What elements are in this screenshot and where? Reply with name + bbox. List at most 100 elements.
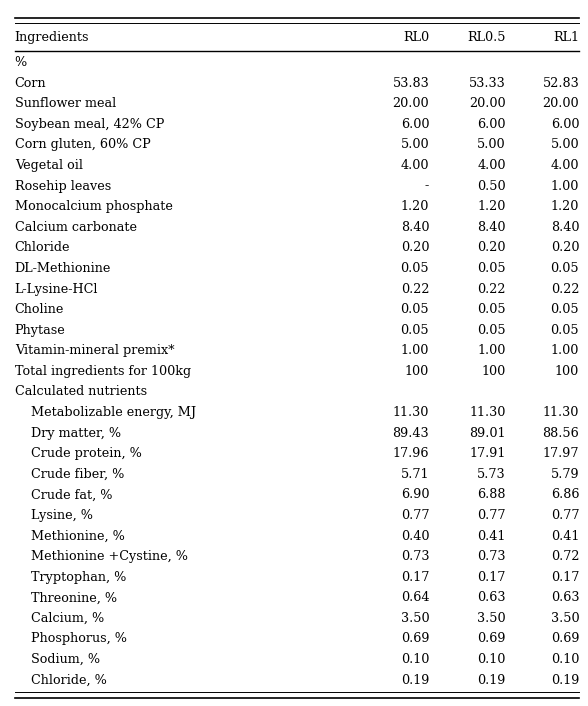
Text: 0.41: 0.41	[477, 530, 506, 542]
Text: 8.40: 8.40	[477, 221, 506, 234]
Text: Soybean meal, 42% CP: Soybean meal, 42% CP	[15, 118, 164, 131]
Text: Vegetal oil: Vegetal oil	[15, 159, 83, 172]
Text: 89.01: 89.01	[469, 426, 506, 440]
Text: 0.50: 0.50	[477, 179, 506, 193]
Text: 0.05: 0.05	[550, 303, 579, 316]
Text: 0.05: 0.05	[477, 262, 506, 275]
Text: 88.56: 88.56	[542, 426, 579, 440]
Text: 0.72: 0.72	[551, 550, 579, 563]
Text: 0.63: 0.63	[551, 592, 579, 604]
Text: 0.05: 0.05	[477, 303, 506, 316]
Text: 0.10: 0.10	[477, 653, 506, 666]
Text: 0.05: 0.05	[550, 323, 579, 337]
Text: Corn: Corn	[15, 77, 46, 90]
Text: Methionine +Cystine, %: Methionine +Cystine, %	[15, 550, 188, 563]
Text: 11.30: 11.30	[543, 406, 579, 419]
Text: 5.71: 5.71	[401, 468, 429, 481]
Text: 8.40: 8.40	[401, 221, 429, 234]
Text: -: -	[425, 179, 429, 193]
Text: Vitamin-mineral premix*: Vitamin-mineral premix*	[15, 345, 174, 357]
Text: 3.50: 3.50	[477, 612, 506, 625]
Text: Sunflower meal: Sunflower meal	[15, 97, 116, 110]
Text: 0.20: 0.20	[551, 241, 579, 254]
Text: 100: 100	[405, 365, 429, 378]
Text: RL0: RL0	[403, 30, 429, 44]
Text: 1.00: 1.00	[551, 345, 579, 357]
Text: 0.69: 0.69	[401, 633, 429, 645]
Text: Monocalcium phosphate: Monocalcium phosphate	[15, 201, 172, 213]
Text: 17.96: 17.96	[393, 447, 429, 460]
Text: 0.77: 0.77	[401, 509, 429, 522]
Text: Calculated nutrients: Calculated nutrients	[15, 385, 147, 398]
Text: 89.43: 89.43	[393, 426, 429, 440]
Text: 6.00: 6.00	[477, 118, 506, 131]
Text: 1.20: 1.20	[401, 201, 429, 213]
Text: 0.41: 0.41	[551, 530, 579, 542]
Text: 0.20: 0.20	[477, 241, 506, 254]
Text: 0.69: 0.69	[551, 633, 579, 645]
Text: 0.22: 0.22	[401, 282, 429, 296]
Text: RL0.5: RL0.5	[467, 30, 506, 44]
Text: 0.73: 0.73	[401, 550, 429, 563]
Text: Calcium, %: Calcium, %	[15, 612, 104, 625]
Text: Tryptophan, %: Tryptophan, %	[15, 570, 126, 584]
Text: 17.97: 17.97	[543, 447, 579, 460]
Text: RL1: RL1	[553, 30, 579, 44]
Text: 8.40: 8.40	[551, 221, 579, 234]
Text: 0.19: 0.19	[401, 674, 429, 687]
Text: Calcium carbonate: Calcium carbonate	[15, 221, 136, 234]
Text: 20.00: 20.00	[393, 97, 429, 110]
Text: Crude protein, %: Crude protein, %	[15, 447, 142, 460]
Text: 4.00: 4.00	[477, 159, 506, 172]
Text: 5.00: 5.00	[477, 138, 506, 151]
Text: 6.90: 6.90	[401, 489, 429, 501]
Text: 11.30: 11.30	[469, 406, 506, 419]
Text: 52.83: 52.83	[542, 77, 579, 90]
Text: 53.33: 53.33	[469, 77, 506, 90]
Text: 3.50: 3.50	[550, 612, 579, 625]
Text: 3.50: 3.50	[400, 612, 429, 625]
Text: 0.77: 0.77	[477, 509, 506, 522]
Text: 0.05: 0.05	[477, 323, 506, 337]
Text: 0.69: 0.69	[477, 633, 506, 645]
Text: L-Lysine-HCl: L-Lysine-HCl	[15, 282, 98, 296]
Text: 0.17: 0.17	[401, 570, 429, 584]
Text: Threonine, %: Threonine, %	[15, 592, 117, 604]
Text: 5.00: 5.00	[400, 138, 429, 151]
Text: 0.05: 0.05	[400, 262, 429, 275]
Text: 0.05: 0.05	[400, 323, 429, 337]
Text: Chloride: Chloride	[15, 241, 70, 254]
Text: Rosehip leaves: Rosehip leaves	[15, 179, 111, 193]
Text: Phosphorus, %: Phosphorus, %	[15, 633, 126, 645]
Text: 0.22: 0.22	[477, 282, 506, 296]
Text: DL-Methionine: DL-Methionine	[15, 262, 111, 275]
Text: 6.00: 6.00	[401, 118, 429, 131]
Text: 0.17: 0.17	[551, 570, 579, 584]
Text: 53.83: 53.83	[393, 77, 429, 90]
Text: 100: 100	[482, 365, 506, 378]
Text: 0.05: 0.05	[550, 262, 579, 275]
Text: 0.19: 0.19	[551, 674, 579, 687]
Text: 17.91: 17.91	[469, 447, 506, 460]
Text: 0.73: 0.73	[477, 550, 506, 563]
Text: Sodium, %: Sodium, %	[15, 653, 100, 666]
Text: 0.22: 0.22	[551, 282, 579, 296]
Text: Choline: Choline	[15, 303, 64, 316]
Text: 0.05: 0.05	[400, 303, 429, 316]
Text: 0.10: 0.10	[401, 653, 429, 666]
Text: Total ingredients for 100kg: Total ingredients for 100kg	[15, 365, 191, 378]
Text: 0.77: 0.77	[551, 509, 579, 522]
Text: Metabolizable energy, MJ: Metabolizable energy, MJ	[15, 406, 196, 419]
Text: 0.10: 0.10	[551, 653, 579, 666]
Text: 1.00: 1.00	[401, 345, 429, 357]
Text: Corn gluten, 60% CP: Corn gluten, 60% CP	[15, 138, 151, 151]
Text: 5.73: 5.73	[477, 468, 506, 481]
Text: 0.40: 0.40	[401, 530, 429, 542]
Text: 0.63: 0.63	[477, 592, 506, 604]
Text: Chloride, %: Chloride, %	[15, 674, 106, 687]
Text: Dry matter, %: Dry matter, %	[15, 426, 121, 440]
Text: Phytase: Phytase	[15, 323, 65, 337]
Text: 1.20: 1.20	[477, 201, 506, 213]
Text: 6.00: 6.00	[551, 118, 579, 131]
Text: Crude fat, %: Crude fat, %	[15, 489, 112, 501]
